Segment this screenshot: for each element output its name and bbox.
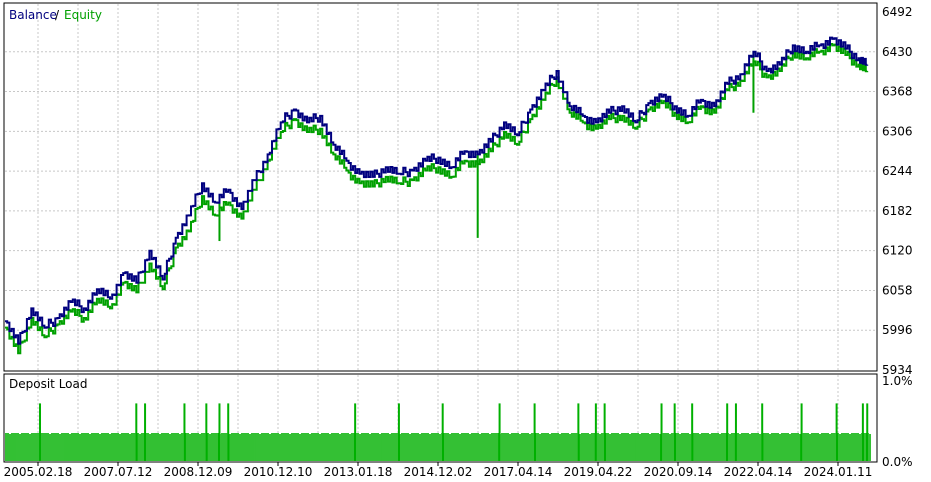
y-tick-label: 6368 — [882, 85, 913, 99]
balance-line — [5, 36, 869, 345]
y-tick-label: 6244 — [882, 164, 913, 178]
main-plot-frame — [3, 2, 878, 372]
main-grid — [5, 4, 876, 370]
y-tick-label: 6058 — [882, 283, 913, 297]
x-tick-label: 2013.01.18 — [324, 465, 393, 479]
y-tick-label: 6430 — [882, 45, 913, 59]
y-tick-label: 5996 — [882, 323, 913, 337]
x-tick-label: 2014.12.02 — [404, 465, 473, 479]
x-tick-label: 2008.12.09 — [164, 465, 233, 479]
x-tick-label: 2010.12.10 — [244, 465, 313, 479]
balance-series — [5, 36, 869, 345]
x-tick-label: 2020.09.14 — [644, 465, 713, 479]
y-tick-label: 6120 — [882, 244, 913, 258]
load-y-axis: 1.0% 0.0% — [882, 374, 913, 469]
load-panel-title: Deposit Load — [9, 377, 87, 391]
x-tick-label: 2017.04.14 — [484, 465, 553, 479]
load-y-tick-label: 0.0% — [882, 455, 913, 469]
x-tick-label: 2024.01.11 — [804, 465, 873, 479]
legend-separator: / — [55, 8, 60, 22]
y-tick-label: 6492 — [882, 5, 913, 19]
x-tick-label: 2019.04.22 — [564, 465, 633, 479]
x-tick-label: 2022.04.14 — [724, 465, 793, 479]
load-y-tick-label: 1.0% — [882, 374, 913, 388]
deposit-load-panel: Deposit Load 1.0% 0.0% — [3, 373, 913, 469]
legend-balance: Balance — [9, 8, 57, 22]
equity-series — [5, 43, 869, 355]
y-tick-label: 5934 — [882, 363, 913, 377]
balance-equity-panel: 6492 6430 6368 6306 6244 6182 6120 6058 5996 5934 — [3, 2, 913, 377]
y-tick-label: 6306 — [882, 124, 913, 138]
main-y-axis: 6492 6430 6368 6306 6244 6182 6120 6058 5996 5934 — [882, 5, 913, 377]
x-axis: 2005.02.18 2007.07.12 2008.12.09 2010.12.10… — [4, 462, 873, 479]
legend: Balance / Equity — [9, 8, 102, 22]
x-tick-label: 2007.07.12 — [84, 465, 153, 479]
legend-equity: Equity — [64, 8, 102, 22]
y-tick-label: 6182 — [882, 204, 913, 218]
x-tick-label: 2005.02.18 — [4, 465, 73, 479]
load-bars — [5, 403, 871, 461]
equity-line — [5, 43, 869, 355]
